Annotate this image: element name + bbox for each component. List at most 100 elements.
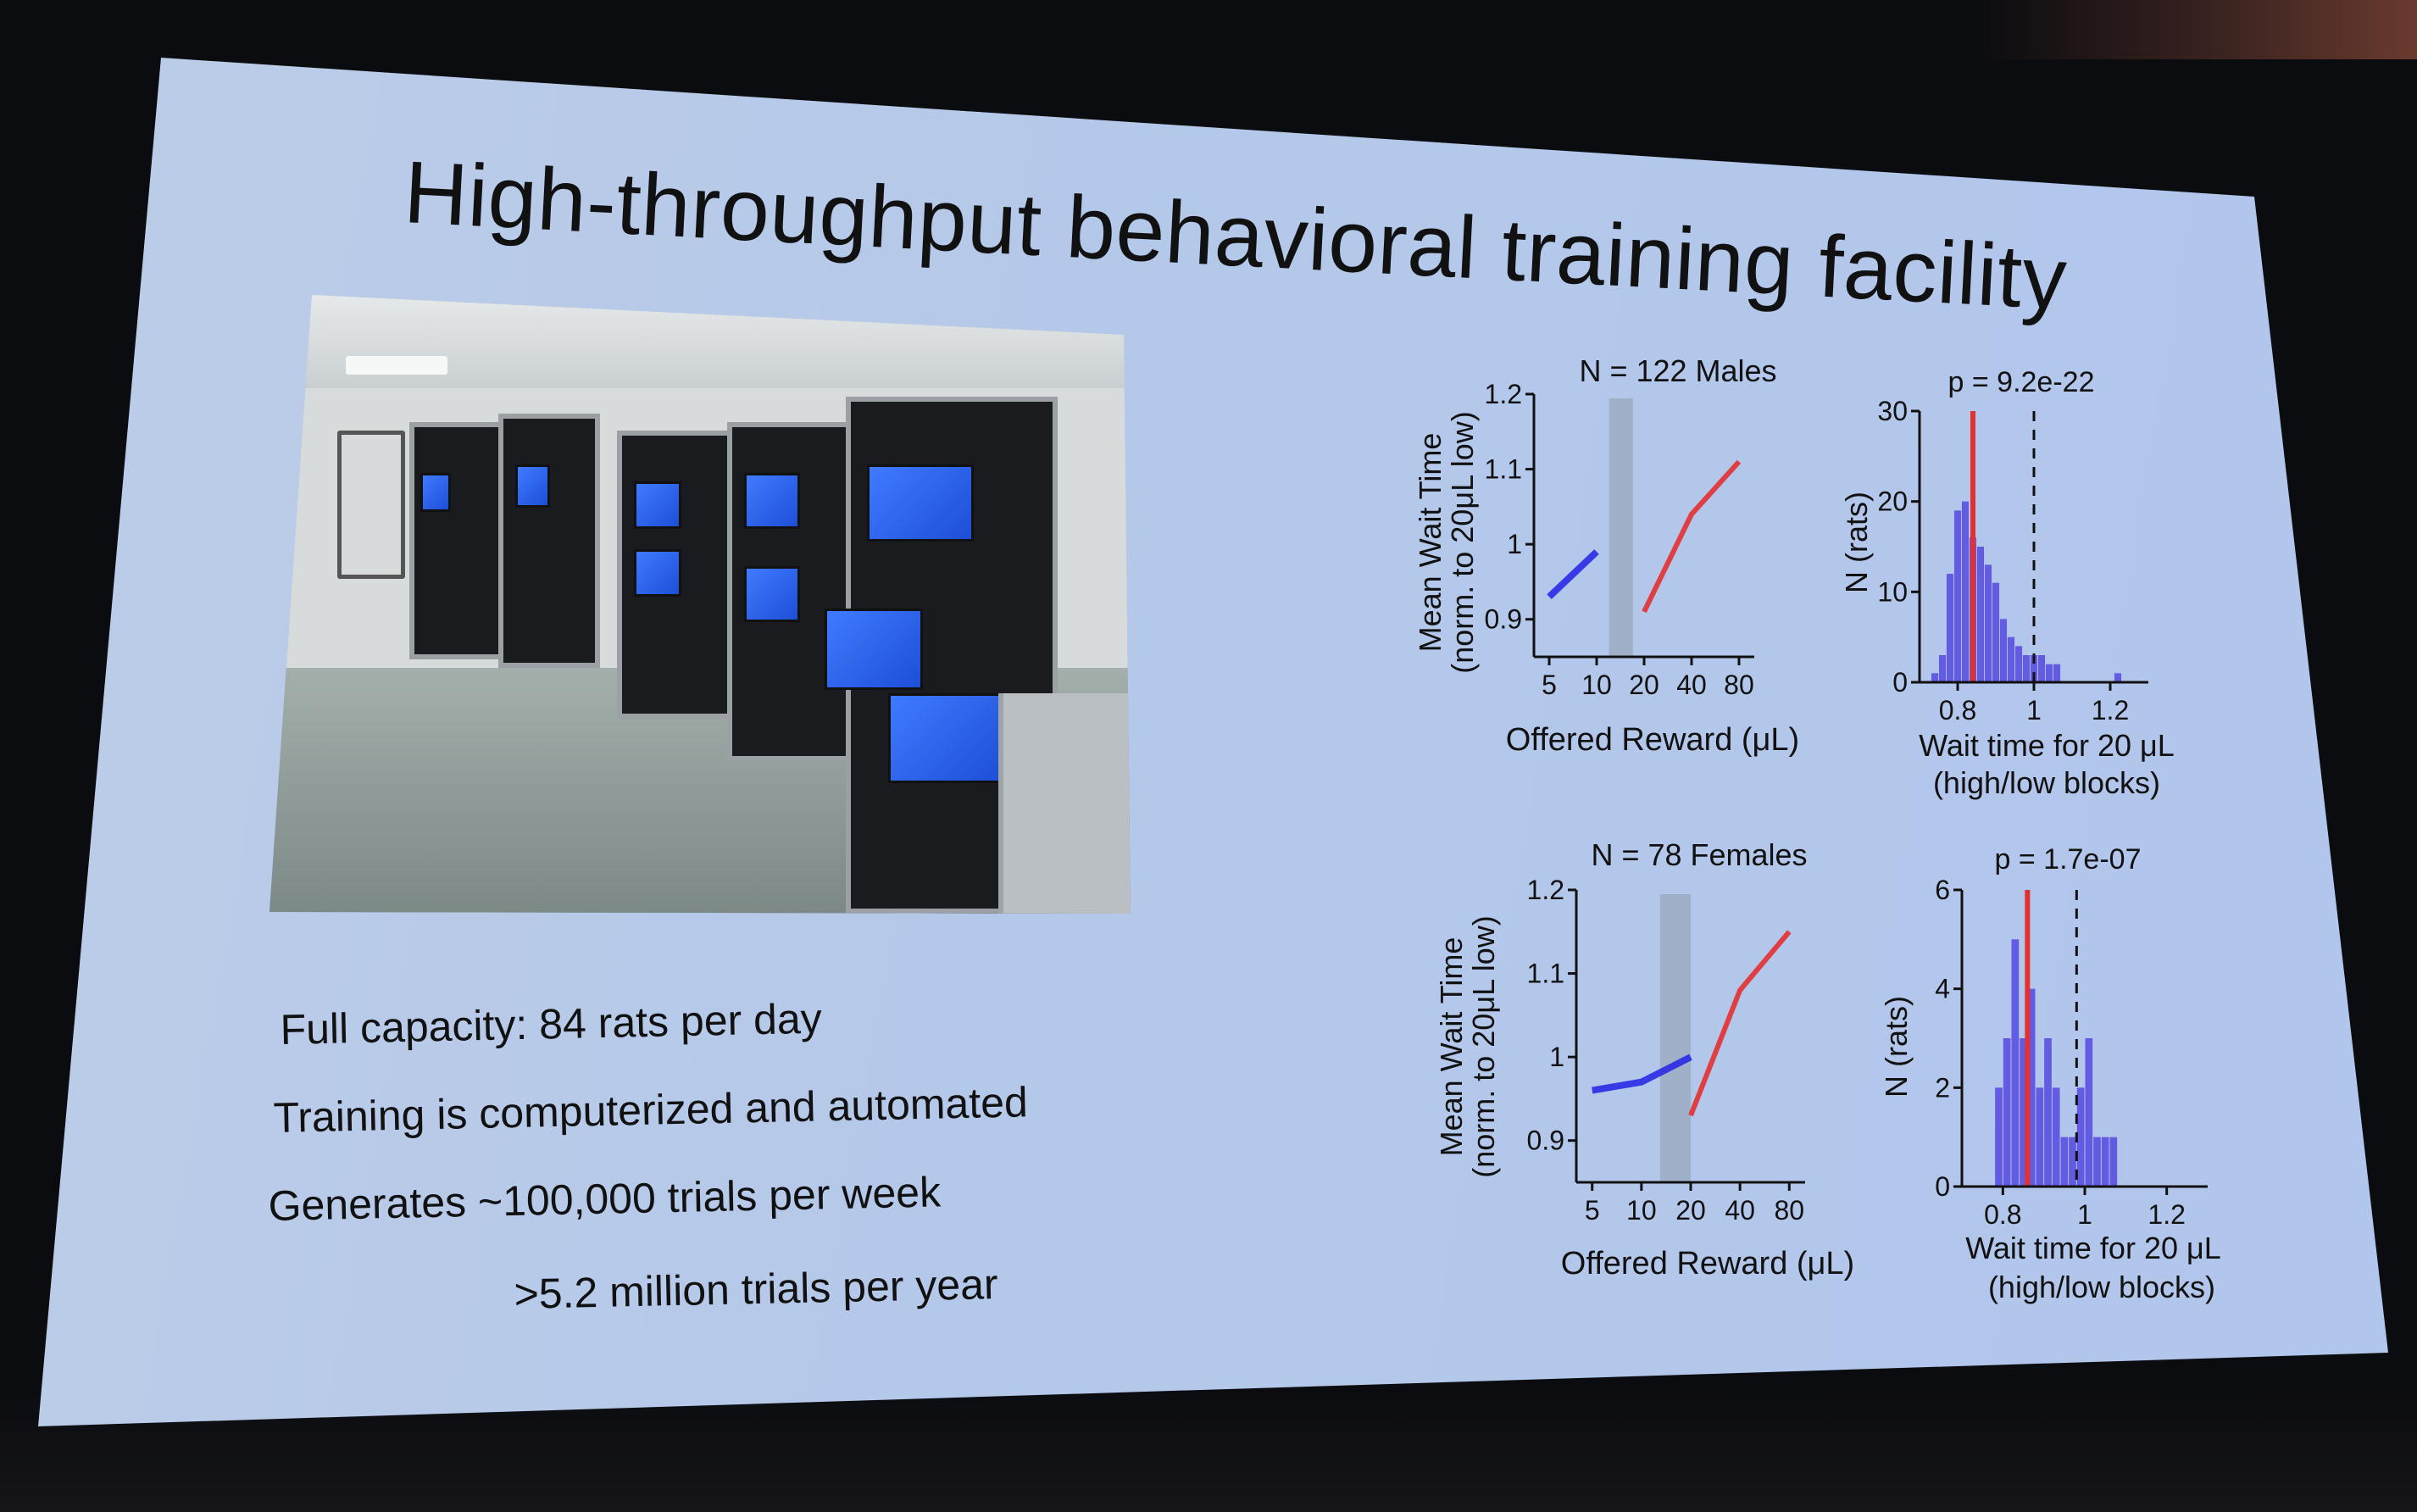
photo-rack-2 bbox=[498, 414, 600, 668]
y-axis-label: N (rats) bbox=[1843, 492, 1874, 593]
photo-table bbox=[998, 693, 1131, 914]
photo-monitor bbox=[825, 609, 923, 690]
y-tick-label: 6 bbox=[1935, 875, 1950, 905]
histogram-bar bbox=[2044, 1038, 2052, 1187]
x-tick-label: 20 bbox=[1629, 670, 1659, 700]
photo-monitor bbox=[744, 473, 800, 529]
histogram-bar bbox=[2052, 1087, 2060, 1187]
y-tick-label: 0.9 bbox=[1485, 604, 1522, 635]
x-axis-label-line1: Wait time for 20 μL bbox=[1965, 1231, 2221, 1265]
x-tick-label: 10 bbox=[1581, 670, 1612, 700]
chart-title: p = 1.7e-07 bbox=[1995, 843, 2142, 876]
photo-monitor bbox=[744, 566, 800, 622]
histogram-bar bbox=[2007, 636, 2015, 682]
chart-title: N = 122 Males bbox=[1579, 353, 1776, 388]
facility-photo bbox=[269, 295, 1131, 914]
y-tick-label: 20 bbox=[1877, 486, 1908, 517]
histogram-bar bbox=[1946, 574, 1954, 682]
y-axis-label: Mean Wait Time (norm. to 20μL low) bbox=[1434, 915, 1501, 1178]
x-axis-label-line1: Wait time for 20 μL bbox=[1919, 728, 2175, 763]
x-axis-label-line2: (high/low blocks) bbox=[1988, 1270, 2215, 1304]
x-tick-label: 1 bbox=[2077, 1199, 2092, 1230]
bullet-item: Full capacity: 84 rats per day bbox=[280, 994, 823, 1053]
histogram-bar bbox=[2101, 1137, 2109, 1187]
bullet-item: Training is computerized and automated bbox=[273, 1078, 1029, 1142]
females-wait-time-chart: N = 78 Females Mean Wait Time (norm. to … bbox=[1434, 837, 1854, 1281]
histogram-bar bbox=[1931, 673, 1939, 682]
photo-step-ladder bbox=[337, 431, 405, 579]
y-axis-label-line1: Mean Wait Time bbox=[1434, 937, 1469, 1157]
high-block-series-line bbox=[1688, 930, 1792, 1117]
histogram-bar bbox=[2030, 655, 2038, 682]
shaded-band bbox=[1609, 398, 1633, 657]
x-tick-label: 10 bbox=[1626, 1195, 1657, 1226]
photo-ceiling-light bbox=[346, 356, 447, 375]
photo-monitor bbox=[888, 693, 1003, 783]
histogram-bar bbox=[1984, 564, 1992, 682]
histogram-bar bbox=[2020, 1038, 2027, 1187]
histogram-bar bbox=[2045, 664, 2053, 682]
histogram-bar bbox=[1976, 547, 1985, 682]
y-tick-label: 1 bbox=[1507, 529, 1522, 559]
histogram-bar bbox=[2060, 1137, 2069, 1187]
histogram-bar bbox=[1999, 619, 2008, 682]
histogram-bar bbox=[2093, 1137, 2101, 1187]
y-tick-label: 2 bbox=[1935, 1072, 1950, 1103]
room-background bbox=[1976, 0, 2417, 59]
y-tick-label: 1.2 bbox=[1485, 379, 1522, 409]
histogram-bar bbox=[2085, 1038, 2093, 1187]
females-histogram-chart: p = 1.7e-07 N (rats) 0 2 4 6 0.8 1 1.2 Wait ti… bbox=[1881, 843, 2221, 1304]
histogram-bar bbox=[2037, 655, 2046, 682]
x-tick-label: 0.8 bbox=[1939, 695, 1976, 725]
high-block-series-line bbox=[1642, 459, 1742, 614]
y-tick-label: 1 bbox=[1549, 1042, 1564, 1072]
low-block-series-line bbox=[1592, 1053, 1692, 1094]
histogram-bar bbox=[1992, 582, 2000, 682]
histogram-bar bbox=[2022, 655, 2031, 682]
x-tick-label: 40 bbox=[1725, 1195, 1755, 1226]
histogram-bar bbox=[2076, 1087, 2085, 1187]
males-wait-time-chart: N = 122 Males Mean Wait Time (norm. to 2… bbox=[1413, 353, 1799, 758]
histogram-bar bbox=[2109, 1137, 2118, 1187]
histogram-bar bbox=[2036, 1087, 2044, 1187]
photo-rack-1 bbox=[409, 422, 511, 659]
x-tick-label: 80 bbox=[1774, 1195, 1804, 1226]
y-axis-label-line1: Mean Wait Time bbox=[1413, 433, 1447, 653]
photo-monitor bbox=[867, 464, 974, 542]
x-axis-label: Offered Reward (μL) bbox=[1561, 1246, 1854, 1281]
histogram-bar bbox=[2027, 988, 2036, 1187]
y-tick-label: 0 bbox=[1892, 667, 1908, 698]
y-axis-label: N (rats) bbox=[1881, 996, 1914, 1098]
y-tick-label: 30 bbox=[1877, 396, 1908, 426]
histogram-bar bbox=[2069, 1137, 2076, 1187]
x-axis-label: Offered Reward (μL) bbox=[1506, 722, 1799, 758]
histogram-bar bbox=[2053, 664, 2061, 682]
low-block-series-line bbox=[1547, 549, 1599, 600]
x-tick-label: 5 bbox=[1542, 670, 1557, 700]
x-tick-label: 1.2 bbox=[2092, 695, 2129, 725]
photo-monitor bbox=[420, 473, 451, 512]
x-tick-label: 5 bbox=[1585, 1195, 1600, 1226]
slide-title: High-throughput behavioral training faci… bbox=[401, 142, 2070, 329]
chart-title: p = 9.2e-22 bbox=[1948, 366, 2095, 398]
histogram-bar bbox=[1953, 510, 1962, 682]
x-tick-label: 80 bbox=[1724, 670, 1754, 700]
x-tick-label: 20 bbox=[1675, 1195, 1706, 1226]
chart-title: N = 78 Females bbox=[1591, 837, 1807, 872]
males-histogram-chart: p = 9.2e-22 N (rats) 0 10 20 30 0.8 1 1.2 Wait… bbox=[1843, 366, 2175, 800]
x-tick-label: 40 bbox=[1676, 670, 1707, 700]
histogram-bar bbox=[2114, 673, 2122, 682]
y-tick-label: 1.1 bbox=[1485, 454, 1522, 485]
histogram-bar bbox=[2014, 646, 2023, 682]
photo-monitor bbox=[634, 549, 681, 597]
y-tick-label: 0.9 bbox=[1527, 1126, 1564, 1156]
x-axis-label-line2: (high/low blocks) bbox=[1933, 765, 2160, 800]
histogram-bar bbox=[1938, 655, 1947, 682]
histogram-bar bbox=[2003, 1038, 2011, 1187]
bullet-item: Generates ~100,000 trials per week bbox=[268, 1168, 942, 1230]
y-axis-label-line2: (norm. to 20μL low) bbox=[1445, 411, 1480, 674]
histogram-bar bbox=[1961, 501, 1970, 682]
y-axis-label-line2: (norm. to 20μL low) bbox=[1466, 915, 1501, 1178]
y-tick-label: 0 bbox=[1935, 1171, 1950, 1202]
